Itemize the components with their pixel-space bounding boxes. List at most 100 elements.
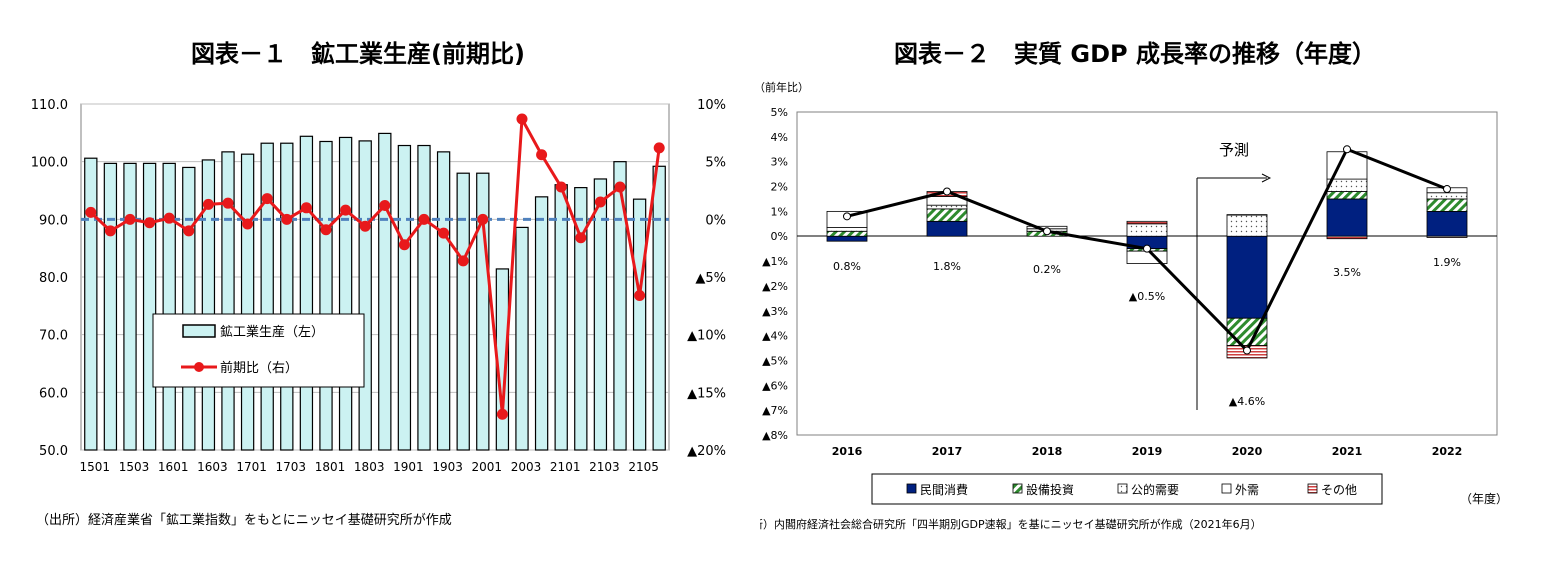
chart1-x-tick: 1603 [197, 460, 228, 474]
chart1-bar-2003 [515, 226, 529, 451]
chart2-frame [796, 111, 1498, 436]
chart1-mom-point-1801 [320, 224, 332, 236]
chart1-x-tick: 2001 [472, 460, 503, 474]
chart1-mom-point-1802 [340, 204, 352, 216]
chart2-bar-2016-公的需要 [826, 227, 868, 232]
chart2-bar-2016-民間消費 [826, 235, 868, 242]
chart1-mom-point-1701 [242, 218, 254, 230]
chart2-y-tick: ▲5% [762, 354, 788, 367]
chart1-bar-1903 [436, 151, 451, 451]
chart2-legend-label-民間消費: 民間消費 [920, 482, 968, 497]
chart1-bar-1703 [280, 142, 294, 451]
chart1-mom-point-1504 [144, 217, 156, 229]
chart2-bar-2016-設備投資 [826, 230, 868, 237]
chart1-bar-1804 [378, 132, 392, 451]
chart2-y-tick: ▲6% [762, 379, 788, 392]
chart1-yleft-tick: 100.0 [31, 156, 68, 171]
chart1-bar-1601 [162, 162, 176, 451]
chart2-legend: 民間消費 設備投資 公的需要 外需 その他 [871, 473, 1383, 505]
chart1-x-tick: 1901 [393, 460, 424, 474]
chart1-mom-point-1604 [222, 197, 234, 209]
chart1-mom-point-1501 [85, 206, 97, 218]
chart2-legend-label-その他: その他 [1321, 483, 1357, 497]
chart2-x-tick: 2020 [1232, 445, 1263, 458]
chart2-y-tick: 5% [771, 106, 788, 119]
chart1-bar-1902 [417, 144, 431, 451]
chart2-bar-2022-設備投資 [1426, 198, 1468, 212]
chart1-yleft-tick: 70.0 [39, 329, 68, 344]
chart2-forecast-label: 予測 [1219, 141, 1249, 159]
chart2-legend-label-公的需要: 公的需要 [1131, 482, 1179, 497]
chart1-mom-point-2003 [516, 113, 528, 125]
chart1-x-tick: 2101 [550, 460, 581, 474]
chart2-forecast-marker: 予測 [1196, 141, 1272, 410]
chart1-bar-1702 [260, 142, 274, 451]
chart1-yright-tick: ▲5% [695, 271, 726, 286]
chart2-legend-swatch-設備投資 [1012, 483, 1023, 494]
chart2-legend-swatch-公的需要 [1117, 483, 1128, 494]
chart2-y-tick: 2% [771, 181, 788, 194]
chart1-bar-1602 [182, 166, 196, 451]
chart1-mom-point-1901 [398, 239, 410, 251]
chart2-bar-2017-民間消費 [926, 220, 968, 237]
chart2-bar-2021-公的需要 [1326, 178, 1368, 192]
chart2-y-tick: ▲7% [762, 404, 788, 417]
chart1-bar-2101 [554, 184, 568, 451]
chart1-yright-tick: ▲10% [687, 329, 726, 344]
chart2-growth-label-2020: ▲4.6% [1229, 395, 1265, 408]
chart1-mom-point-2001 [477, 213, 489, 225]
chart2-legend-label-外需: 外需 [1235, 483, 1259, 497]
chart2-x-unit-label: （年度） [1460, 491, 1508, 506]
chart1-bar-1901 [397, 144, 412, 451]
chart2-forecast-arrowhead [1261, 173, 1272, 183]
chart1-yright-tick: ▲20% [687, 444, 726, 459]
chart1-yleft-tick: 90.0 [39, 213, 68, 228]
chart1-bar-1704 [299, 135, 314, 451]
chart2-bar-2022-その他 [1426, 235, 1468, 238]
chart2-source-note: （出所）内閣府経済社会総合研究所「四半期別GDP速報」を基にニッセイ基礎研究所が… [760, 517, 1262, 531]
chart1-mom-point-1603 [202, 198, 214, 210]
chart1-mom-point-2105 [634, 289, 646, 301]
chart2-bar-2020-公的需要 [1226, 214, 1268, 237]
chart1-mom-point-1803 [359, 220, 371, 232]
chart1-x-tick: 1601 [158, 460, 189, 474]
chart2-growth-label-2018: 0.2% [1033, 263, 1061, 276]
chart2-y-tick: 3% [771, 156, 788, 169]
chart1-bar-1503 [123, 162, 137, 451]
chart2-growth-point-2020 [1243, 346, 1251, 355]
chart2-growth-label-2017: 1.8% [933, 260, 961, 273]
chart2-x-tick: 2021 [1332, 445, 1363, 458]
chart1-legend-bar-swatch [182, 324, 216, 338]
chart2-growth-point-2019 [1143, 244, 1151, 253]
chart2-legend-swatch-民間消費 [906, 483, 917, 494]
chart1-yright-tick: 5% [705, 156, 726, 171]
chart1-mom-point-2101 [555, 181, 567, 193]
chart1-x-tick: 1703 [276, 460, 307, 474]
chart1-bar-1504 [142, 162, 157, 451]
chart1-plot-area: 50.0 60.0 70.0 80.0 90.0 100.0 110.0 ▲20% ▲15% ▲… [31, 98, 726, 474]
chart1-bar-1604 [221, 151, 235, 451]
chart1-bar-1904 [456, 172, 470, 451]
chart1-yright-tick: ▲15% [687, 386, 726, 401]
chart2-legend-label-設備投資: 設備投資 [1026, 482, 1074, 497]
chart2-x-tick: 2019 [1132, 445, 1163, 458]
chart1-legend-line-marker [194, 362, 204, 372]
chart1-mom-point-1702 [261, 193, 273, 205]
chart2-bar-2022-民間消費 [1426, 210, 1468, 237]
chart2-bar-2021-民間消費 [1326, 198, 1368, 237]
chart1-mom-point-1503 [124, 213, 136, 225]
chart1-x-tick: 1701 [236, 460, 267, 474]
chart1-x-tick: 2003 [511, 460, 542, 474]
chart2-y-tick: 1% [771, 205, 788, 218]
chart1-source-note: （出所）経済産業省「鉱工業指数」をもとにニッセイ基礎研究所が作成 [36, 512, 452, 528]
chart1-title: 図表－１ 鉱工業生産(前期比) [191, 40, 525, 68]
chart1-bar-1701 [240, 153, 255, 451]
chart2-y-tick: ▲4% [762, 330, 788, 343]
chart1-x-tick: 1503 [119, 460, 150, 474]
chart1-mom-point-1903 [438, 227, 450, 239]
chart2-y-tick: 0% [771, 230, 788, 243]
chart1-bar-2105 [632, 198, 647, 451]
chart2-x-tick: 2016 [832, 445, 863, 458]
chart2-y-unit-label: （前年比） [760, 80, 809, 94]
chart2-bar-2019-その他 [1126, 220, 1168, 225]
